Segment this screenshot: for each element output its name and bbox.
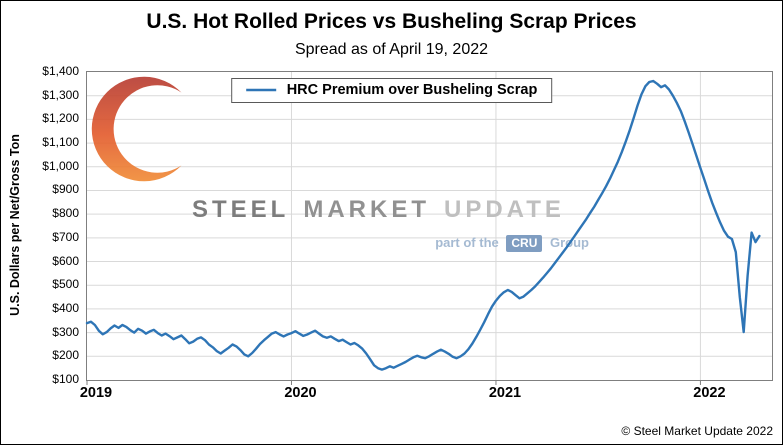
y-tick-label: $1,300: [42, 87, 79, 102]
x-tick-label: 2022: [693, 385, 726, 401]
cru-logo-badge: CRU: [506, 235, 543, 252]
watermark-wordmark: STEEL MARKET UPDATE: [192, 196, 592, 224]
y-tick-label: $900: [52, 182, 79, 197]
legend-line-sample: [245, 88, 276, 92]
watermark-word-steel: STEEL: [192, 196, 290, 223]
y-tick-label: $1,100: [42, 135, 79, 150]
copyright: © Steel Market Update 2022: [621, 424, 773, 438]
y-tick-label: $500: [52, 277, 79, 292]
tagline-prefix: part of the: [435, 235, 499, 250]
watermark: STEEL MARKET UPDATE part of the CRU Grou…: [87, 72, 772, 380]
chart-title: U.S. Hot Rolled Prices vs Busheling Scra…: [146, 10, 637, 33]
y-tick-label: $200: [52, 348, 79, 363]
legend: HRC Premium over Busheling Scrap: [230, 78, 553, 103]
y-tick-label: $1,000: [42, 158, 79, 173]
x-tick-label: 2021: [488, 385, 522, 401]
watermark-word-update: UPDATE: [444, 196, 565, 223]
y-tick-label: $400: [52, 300, 79, 315]
x-tick-label: 2019: [79, 385, 113, 401]
smu-logo-crescent-icon: [91, 76, 182, 182]
y-tick-label: $1,400: [42, 64, 79, 78]
plot-area: STEEL MARKET UPDATE part of the CRU Grou…: [85, 71, 773, 385]
y-tick-label: $600: [52, 253, 79, 268]
watermark-word-market: MARKET: [303, 196, 430, 223]
legend-label: HRC Premium over Busheling Scrap: [286, 82, 538, 98]
y-tick-label: $100: [52, 372, 79, 386]
y-tick-label: $1,200: [42, 111, 79, 126]
x-tick-label: 2020: [284, 385, 317, 401]
data-line: [85, 79, 761, 371]
y-tick-label: $300: [52, 324, 79, 339]
y-tick-label: $800: [52, 206, 79, 221]
chart-subtitle: Spread as of April 19, 2022: [294, 41, 489, 58]
y-tick-label: $700: [52, 229, 79, 244]
